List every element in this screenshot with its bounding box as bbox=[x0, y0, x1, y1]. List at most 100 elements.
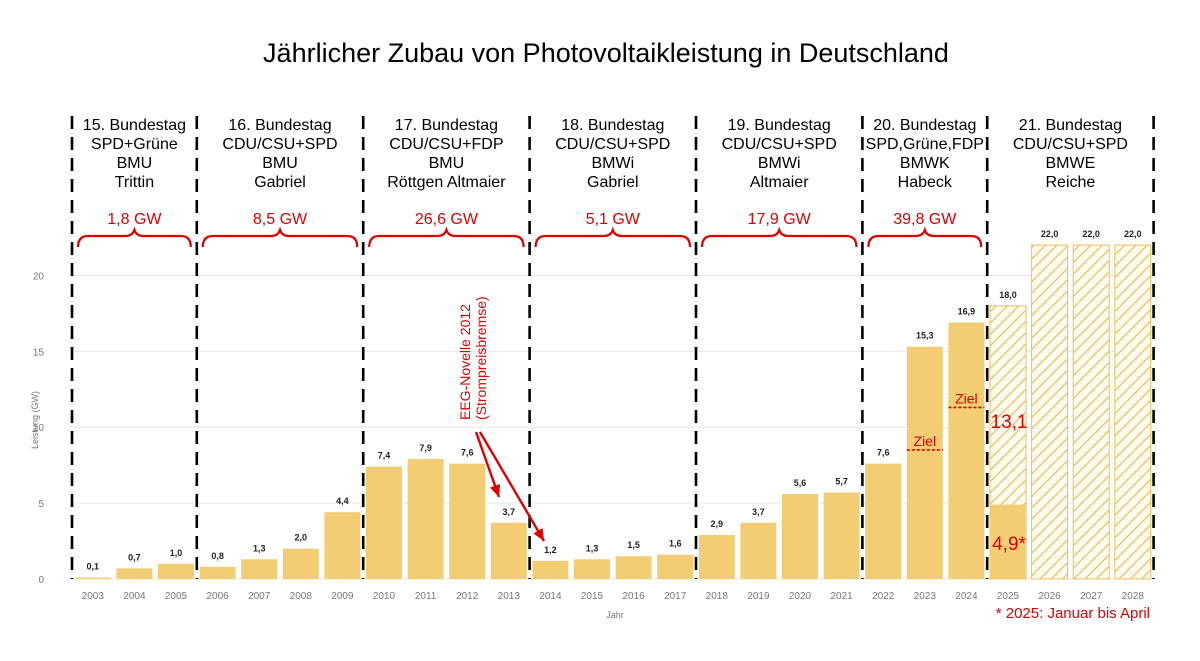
bar-value-label: 3,7 bbox=[752, 507, 765, 517]
x-tick-label: 2017 bbox=[664, 591, 687, 602]
y-tick-label: 15 bbox=[33, 347, 45, 358]
bar-value-label: 5,7 bbox=[835, 476, 848, 486]
bar-value-label: 0,7 bbox=[128, 552, 141, 562]
x-tick-label: 2003 bbox=[82, 591, 105, 602]
arrow-2013-head bbox=[490, 484, 501, 497]
target-label: Ziel bbox=[955, 390, 978, 406]
period-line: Gabriel bbox=[587, 174, 639, 191]
target-label: Ziel bbox=[914, 433, 937, 449]
partial-2025-label: 4,9* bbox=[992, 534, 1026, 555]
x-tick-label: 2005 bbox=[165, 591, 188, 602]
bar-2003 bbox=[74, 577, 111, 579]
x-tick-label: 2015 bbox=[581, 591, 604, 602]
footnote: * 2025: Januar bis April bbox=[996, 605, 1150, 622]
y-tick-label: 10 bbox=[33, 423, 45, 434]
period-line: Gabriel bbox=[254, 174, 306, 191]
period-line: BMU bbox=[117, 155, 153, 172]
bar-value-label: 7,4 bbox=[378, 451, 391, 461]
x-tick-label: 2020 bbox=[789, 591, 812, 602]
bar-value-label: 22,0 bbox=[1041, 229, 1059, 239]
bar-value-label: 7,9 bbox=[419, 443, 432, 453]
period-total: 17,9 GW bbox=[748, 211, 812, 228]
x-tick-label: 2006 bbox=[206, 591, 229, 602]
period-line: CDU/CSU+SPD bbox=[722, 136, 837, 153]
period-line: SPD,Grüne,FDP bbox=[866, 136, 984, 153]
bar-value-label: 1,0 bbox=[170, 548, 183, 558]
period-line: CDU/CSU+FDP bbox=[389, 136, 503, 153]
bar-value-label: 1,5 bbox=[627, 540, 640, 550]
x-tick-label: 2010 bbox=[373, 591, 396, 602]
period-total: 5,1 GW bbox=[586, 211, 641, 228]
bar-value-label: 1,6 bbox=[669, 539, 682, 549]
bar-2007 bbox=[241, 559, 278, 579]
period-line: BMU bbox=[262, 155, 298, 172]
bar-2010 bbox=[366, 466, 402, 579]
bar-2020 bbox=[782, 493, 818, 579]
period-line: CDU/CSU+SPD bbox=[1013, 136, 1128, 153]
x-tick-label: 2014 bbox=[539, 591, 562, 602]
x-tick-label: 2016 bbox=[622, 591, 645, 602]
period-line: BMU bbox=[429, 155, 465, 172]
period-line: BMWi bbox=[591, 155, 634, 172]
bar-value-label: 5,6 bbox=[794, 478, 807, 488]
period-brace bbox=[867, 226, 983, 248]
period-line: 20. Bundestag bbox=[873, 117, 976, 134]
bar-value-label: 7,6 bbox=[461, 448, 474, 458]
eeg-annotation-line: EEG-Novelle 2012 bbox=[457, 304, 473, 420]
period-line: BMWE bbox=[1046, 155, 1096, 172]
period-line: Altmaier bbox=[750, 174, 809, 191]
period-brace bbox=[201, 226, 359, 248]
x-tick-label: 2004 bbox=[123, 591, 146, 602]
x-tick-label: 2026 bbox=[1038, 591, 1061, 602]
period-line: BMWi bbox=[758, 155, 801, 172]
bar-2016 bbox=[615, 556, 652, 579]
bar-2005 bbox=[158, 563, 194, 579]
period-line: Reiche bbox=[1045, 174, 1095, 191]
arrow-2014-head bbox=[533, 528, 544, 541]
period-line: Habeck bbox=[898, 174, 953, 191]
legislative-periods: 15. Bundestag SPD+Grüne BMU Trittin 1,8 GW 16… bbox=[70, 116, 1155, 579]
y-tick-label: 0 bbox=[38, 575, 44, 586]
bar-2004 bbox=[116, 568, 153, 579]
bar-2011 bbox=[407, 459, 444, 579]
period-line: 21. Bundestag bbox=[1019, 117, 1122, 134]
period-line: CDU/CSU+SPD bbox=[555, 136, 670, 153]
bar-value-label: 0,8 bbox=[211, 551, 224, 561]
bar-2027 bbox=[1072, 244, 1110, 580]
x-tick-label: 2009 bbox=[331, 591, 354, 602]
bar-value-label: 2,9 bbox=[711, 519, 724, 529]
x-axis-label: Jahr bbox=[606, 610, 624, 620]
period-line: CDU/CSU+SPD bbox=[222, 136, 337, 153]
x-tick-label: 2023 bbox=[914, 591, 937, 602]
bar-2009 bbox=[324, 512, 361, 579]
bar-value-label: 16,9 bbox=[958, 306, 976, 316]
period-line: Röttgen Altmaier bbox=[387, 174, 506, 191]
bar-value-label: 3,7 bbox=[503, 507, 516, 517]
period-brace bbox=[76, 226, 192, 248]
bar-2017 bbox=[657, 554, 694, 579]
eeg-annotation-line: (Strompreisbremse) bbox=[473, 296, 489, 420]
eeg-annotation: EEG-Novelle 2012 (Strompreisbremse) bbox=[457, 296, 489, 420]
bar-2025-partial bbox=[990, 504, 1026, 579]
bar-value-label: 1,3 bbox=[586, 543, 599, 553]
period-line: 16. Bundestag bbox=[228, 117, 331, 134]
x-tick-label: 2025 bbox=[997, 591, 1020, 602]
bar-2008 bbox=[282, 548, 319, 579]
x-tick-label: 2022 bbox=[872, 591, 895, 602]
bar-2021 bbox=[823, 492, 860, 579]
y-axis-label: Leistung (GW) bbox=[30, 391, 40, 449]
x-tick-label: 2011 bbox=[415, 591, 437, 602]
y-tick-label: 5 bbox=[38, 499, 44, 510]
period-brace bbox=[368, 226, 525, 248]
period-brace bbox=[700, 226, 858, 248]
grid-lines: 0 5 10 15 20 bbox=[33, 271, 1154, 586]
period-total: 39,8 GW bbox=[893, 211, 957, 228]
bar-value-label: 15,3 bbox=[916, 331, 934, 341]
x-tick-label: 2013 bbox=[498, 591, 521, 602]
period-line: 19. Bundestag bbox=[728, 117, 831, 134]
y-tick-label: 20 bbox=[33, 271, 45, 282]
bar-value-label: 7,6 bbox=[877, 448, 890, 458]
bar-2012 bbox=[449, 463, 486, 579]
x-tick-label: 2028 bbox=[1122, 591, 1145, 602]
period-brace bbox=[534, 226, 692, 248]
